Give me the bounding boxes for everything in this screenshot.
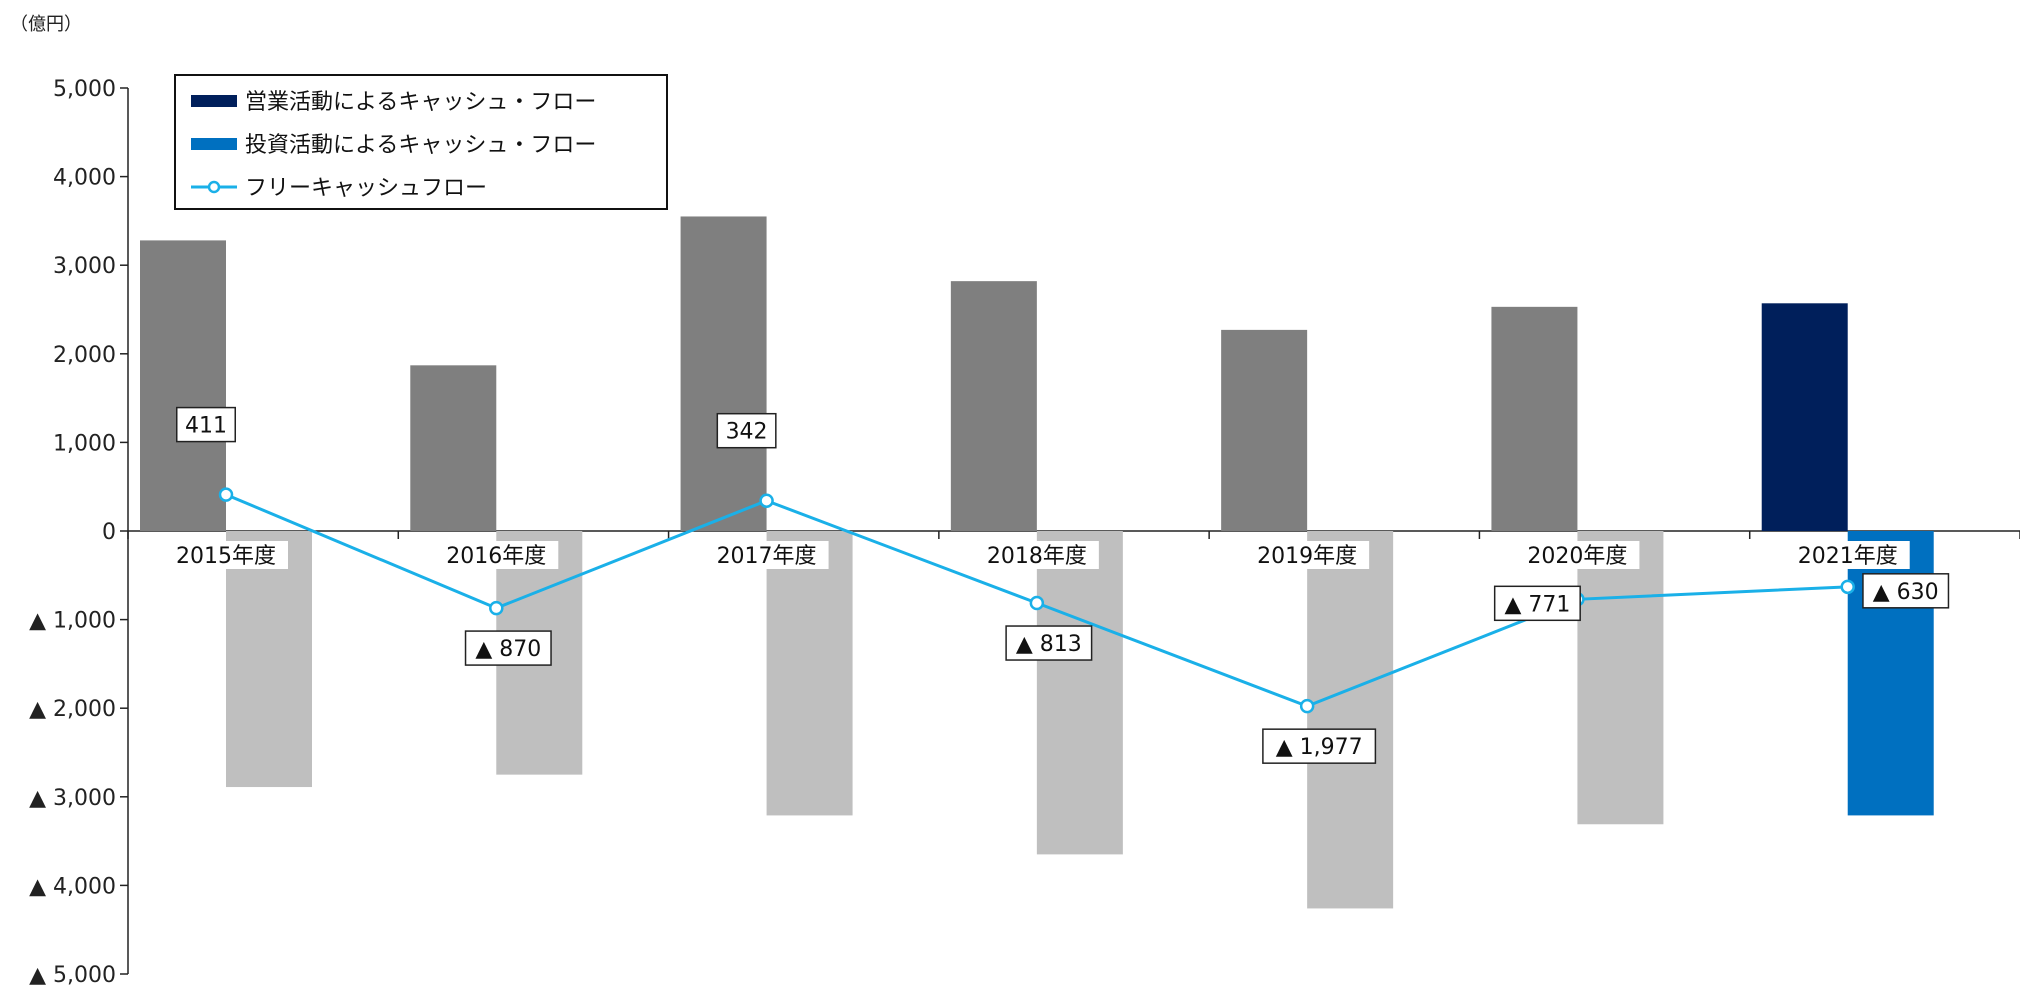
fcf-point <box>1299 698 1315 714</box>
x-tick-label-bg <box>1515 541 1640 569</box>
unit-label: （億円） <box>10 14 82 35</box>
fcf-data-label: 342 <box>726 420 768 445</box>
x-tick-label-bg <box>1785 541 1910 569</box>
fcf-label-box <box>464 630 552 666</box>
fcf-label-box <box>1862 573 1950 609</box>
investing-cf-bar <box>1307 531 1394 909</box>
fcf-data-label: ▲ 1,977 <box>1276 735 1363 760</box>
y-tick-label: 1,000 <box>53 431 116 456</box>
x-tick-label-bg <box>434 541 559 569</box>
operating-cf-bar <box>1221 329 1308 531</box>
legend-entry-label: 営業活動によるキャッシュ・フロー <box>245 90 596 115</box>
legend-box <box>174 74 668 210</box>
y-tick-label: ▲ 3,000 <box>29 786 116 811</box>
operating-cf-bar <box>680 216 767 531</box>
fcf-data-label: ▲ 630 <box>1873 580 1939 605</box>
y-tick-label: 4,000 <box>53 166 116 191</box>
investing-cf-bar <box>766 531 853 816</box>
investing-cf-bar <box>1577 531 1664 825</box>
fcf-point <box>489 600 504 616</box>
fcf-data-label: ▲ 870 <box>475 637 541 662</box>
fcf-data-label: 411 <box>185 414 227 439</box>
x-tick-labels: 2015年度 2016年度 2017年度 2018年度 2019年度 2020年度 2021… <box>164 541 1910 569</box>
legend-swatch-operating <box>191 95 237 107</box>
fcf-point <box>1840 579 1855 595</box>
y-tick-label: 0 <box>102 520 116 545</box>
operating-cf-bar <box>140 240 226 531</box>
operating-cf-bar <box>410 365 497 531</box>
fcf-label-box <box>176 406 236 443</box>
y-tick-label: ▲ 4,000 <box>29 874 116 899</box>
x-tick-label: 2018年度 <box>987 544 1087 569</box>
legend-entry-label: 投資活動によるキャッシュ・フロー <box>245 133 596 158</box>
legend-swatch-fcf-point <box>207 180 221 194</box>
y-tick-label: 5,000 <box>53 77 116 102</box>
y-tick-label: ▲ 5,000 <box>29 963 116 986</box>
y-tick-label: ▲ 1,000 <box>29 609 116 634</box>
investing-cf-bar <box>226 531 312 788</box>
fcf-point <box>218 487 234 502</box>
x-tick-label-bg <box>1245 541 1370 569</box>
y-tick-label: 2,000 <box>53 343 116 368</box>
fcf-label-box <box>1493 585 1581 622</box>
fcf-data-label: ▲ 771 <box>1504 592 1570 617</box>
fcf-data-label: ▲ 813 <box>1016 632 1082 657</box>
x-tick-label: 2016年度 <box>446 544 546 569</box>
y-tick-label: 3,000 <box>53 254 116 279</box>
x-tick-label-bg <box>974 541 1099 569</box>
fcf-label-box <box>716 412 777 449</box>
x-tick-label: 2019年度 <box>1257 544 1357 569</box>
x-tick-label: 2015年度 <box>176 544 276 569</box>
legend: 営業活動によるキャッシュ・フロー投資活動によるキャッシュ・フローフリーキャッシュ… <box>174 74 668 210</box>
fcf-label-box <box>1005 625 1093 661</box>
x-tick-label-bg <box>164 541 288 569</box>
fcf-point <box>759 493 774 508</box>
y-tick-label: ▲ 2,000 <box>29 697 116 722</box>
legend-entry-label: フリーキャッシュフロー <box>245 176 487 201</box>
fcf-label-box <box>1262 728 1377 764</box>
legend-swatch-investing <box>191 138 237 150</box>
operating-cf-bar <box>1491 306 1578 531</box>
operating-cf-bar <box>1761 303 1848 531</box>
x-tick-label: 2021年度 <box>1798 544 1898 569</box>
fcf-point <box>1029 595 1045 611</box>
data-labels: 411 ▲ 870 342 ▲ 813 ▲ 1,977 ▲ 771 ▲ 630 <box>176 406 1950 764</box>
x-tick-label: 2017年度 <box>717 544 817 569</box>
operating-cf-bar <box>950 281 1037 531</box>
axes: 5,000 4,000 3,000 2,000 1,000 0 ▲ 1,000 ▲ 2,000… <box>29 77 2020 986</box>
x-tick-label-bg <box>704 541 829 569</box>
investing-cf-bar <box>1036 531 1123 855</box>
x-tick-label: 2020年度 <box>1527 544 1627 569</box>
